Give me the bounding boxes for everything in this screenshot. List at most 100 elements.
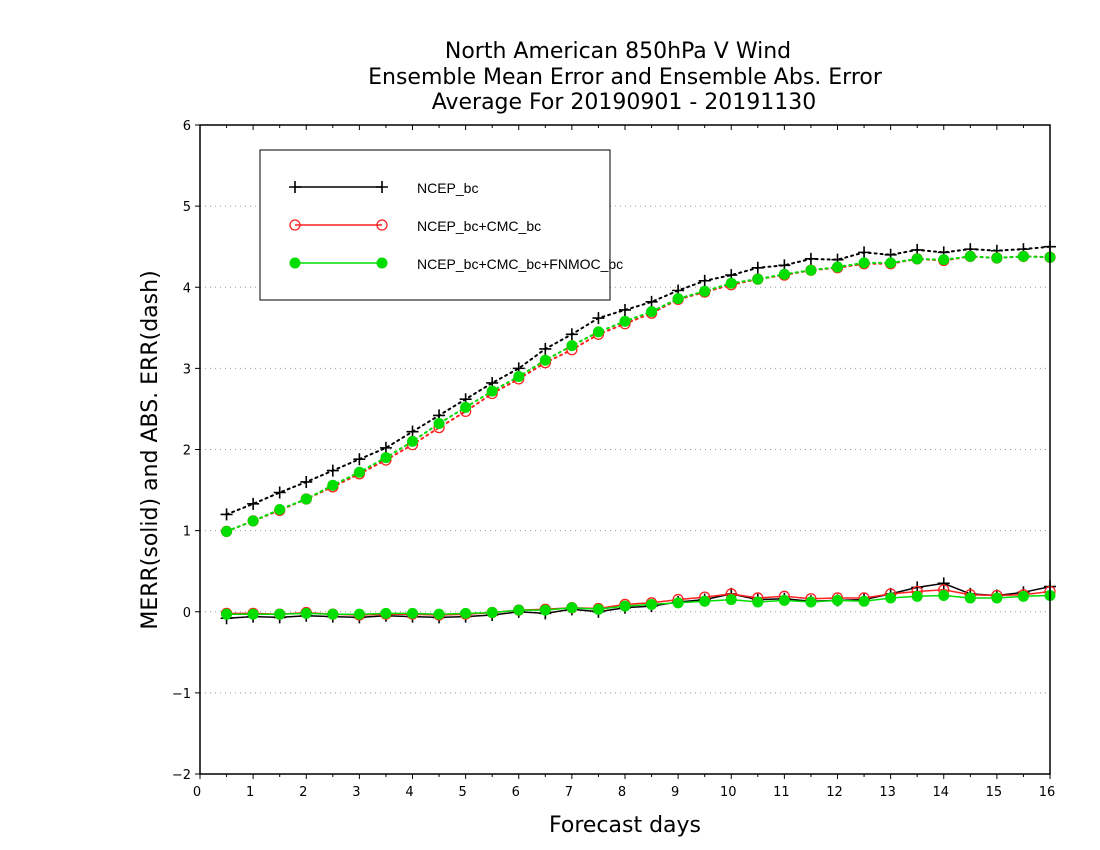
legend-marker xyxy=(289,181,301,193)
series-ncep-bc-cmc-bc-fnmoc-bc-abs-error-point xyxy=(672,293,684,305)
chart-title-line-3: Average For 20190901 - 20191130 xyxy=(432,90,817,115)
series-ncep-bc-cmc-bc-fnmoc-bc-abs-error-point xyxy=(327,479,339,491)
chart-title-line-1: North American 850hPa V Wind xyxy=(445,39,791,64)
x-tick-label: 11 xyxy=(773,785,790,800)
legend-label: NCEP_bc+CMC_bc+FNMOC_bc xyxy=(417,256,623,272)
x-tick-label: 2 xyxy=(299,785,307,800)
legend-marker xyxy=(289,257,301,269)
legend: NCEP_bc NCEP_bc+CMC_bc NCEP_bc+CMC_bc+FNMO… xyxy=(259,149,623,301)
series-ncep-bc-cmc-bc-fnmoc-bc-mean-error-point xyxy=(1017,590,1029,602)
y-tick-label: −2 xyxy=(172,768,191,783)
legend-label: NCEP_bc xyxy=(417,180,478,196)
series-ncep-bc-abs-error-point xyxy=(539,342,552,355)
x-tick-label: 8 xyxy=(618,785,626,800)
series-ncep-bc-cmc-bc-fnmoc-bc-abs-error-point xyxy=(885,257,897,269)
series-ncep-bc-cmc-bc-fnmoc-bc-mean-error-point xyxy=(858,595,870,607)
x-tick-label: 4 xyxy=(405,785,413,800)
series-ncep-bc-cmc-bc-fnmoc-bc-abs-error-point xyxy=(539,354,551,366)
series-ncep-bc-cmc-bc-fnmoc-bc-abs-error-point xyxy=(221,525,233,537)
y-axis-label: MERR(solid) and ABS. ERR(dash) xyxy=(138,270,163,629)
plot-series xyxy=(220,240,1056,625)
legend-marker xyxy=(376,257,388,269)
x-axis-label: Forecast days xyxy=(549,813,701,838)
series-ncep-bc-cmc-bc-fnmoc-bc-abs-error-point xyxy=(699,285,711,297)
series-ncep-bc-cmc-bc-fnmoc-bc-abs-error-point xyxy=(486,385,498,397)
series-ncep-bc-mean-error-point xyxy=(937,577,950,590)
x-tick-label: 15 xyxy=(986,785,1003,800)
series-ncep-bc-cmc-bc-fnmoc-bc-mean-error-point xyxy=(539,604,551,616)
series-ncep-bc-cmc-bc-fnmoc-bc-mean-error-point xyxy=(991,592,1003,604)
series-ncep-bc-cmc-bc-fnmoc-bc-abs-error-point xyxy=(964,250,976,262)
series-ncep-bc-cmc-bc-fnmoc-bc-mean-error-point xyxy=(646,598,658,610)
series-ncep-bc-cmc-bc-fnmoc-bc-mean-error-point xyxy=(672,597,684,609)
series-ncep-bc-cmc-bc-fnmoc-bc-mean-error-point xyxy=(486,607,498,619)
legend-marker xyxy=(376,181,388,193)
series-ncep-bc-abs-error-point xyxy=(645,295,658,308)
series-ncep-bc-cmc-bc-fnmoc-bc-mean-error-point xyxy=(221,608,233,620)
series-ncep-bc-cmc-bc-fnmoc-bc-mean-error-point xyxy=(832,594,843,606)
x-tick-label: 9 xyxy=(671,785,679,800)
series-ncep-bc-cmc-bc-fnmoc-bc-abs-error-point xyxy=(991,252,1003,264)
x-tick-label: 0 xyxy=(193,785,201,800)
series-ncep-bc-cmc-bc-fnmoc-bc-mean-error-point xyxy=(407,607,418,619)
series-ncep-bc-cmc-bc-fnmoc-bc-abs-error-point xyxy=(938,254,950,266)
series-ncep-bc-cmc-bc-fnmoc-bc-abs-error-point xyxy=(619,315,631,327)
x-tick-label: 13 xyxy=(879,785,896,800)
series-ncep-bc-cmc-bc-fnmoc-bc-abs-error-point xyxy=(592,326,604,338)
series-ncep-bc-cmc-bc-fnmoc-bc-abs-error-point xyxy=(433,418,445,430)
x-tick-label: 5 xyxy=(458,785,466,800)
series-ncep-bc-cmc-bc-fnmoc-bc-mean-error-point xyxy=(327,608,339,620)
series-ncep-bc-abs-error-point xyxy=(406,425,419,438)
legend-marker xyxy=(376,219,388,231)
y-tick-label: 5 xyxy=(183,200,191,215)
series-ncep-bc-cmc-bc-fnmoc-bc-mean-error-point xyxy=(566,602,578,614)
x-tick-label: 3 xyxy=(352,785,360,800)
series-ncep-bc-cmc-bc-fnmoc-bc-abs-error-point xyxy=(353,466,365,478)
series-ncep-bc-cmc-bc-fnmoc-bc-abs-error-point xyxy=(300,493,312,505)
y-tick-label: −1 xyxy=(172,687,191,702)
series-ncep-bc-cmc-bc-fnmoc-bc-abs-error-point xyxy=(646,306,658,318)
series-ncep-bc-cmc-bc-fnmoc-bc-mean-error-point xyxy=(778,594,790,606)
x-tick-label: 10 xyxy=(720,785,737,800)
series-ncep-bc-abs-error-point xyxy=(353,453,366,466)
series-ncep-bc-cmc-bc-fnmoc-bc-mean-error-point xyxy=(911,590,923,602)
series-ncep-bc-cmc-bc-fnmoc-bc-abs-error-point xyxy=(805,264,817,276)
series-ncep-bc-cmc-bc-fnmoc-bc-abs-error-point xyxy=(1017,250,1029,262)
series-ncep-bc-cmc-bc-fnmoc-bc-mean-error-point xyxy=(380,607,392,619)
series-ncep-bc-abs-error-point xyxy=(751,261,764,274)
x-tick-label: 12 xyxy=(826,785,843,800)
series-ncep-bc-cmc-bc-fnmoc-bc-abs-error-point xyxy=(566,340,578,352)
series-ncep-bc-abs-error-point xyxy=(273,486,286,499)
series-ncep-bc-cmc-bc-fnmoc-bc-abs-error-point xyxy=(778,268,790,280)
series-ncep-bc-cmc-bc-fnmoc-bc-mean-error-point xyxy=(353,608,365,620)
y-tick-label: 2 xyxy=(183,444,191,459)
series-ncep-bc-cmc-bc-fnmoc-bc-mean-error-point xyxy=(725,594,737,606)
series-ncep-bc-cmc-bc-fnmoc-bc-abs-error-point xyxy=(274,504,286,516)
series-ncep-bc-cmc-bc-fnmoc-bc-mean-error-point xyxy=(247,608,259,620)
y-tick-label: 4 xyxy=(183,281,191,296)
x-tick-label: 1 xyxy=(246,785,254,800)
series-ncep-bc-cmc-bc-fnmoc-bc-abs-error-point xyxy=(460,401,472,413)
series-ncep-bc-cmc-bc-fnmoc-bc-abs-error-point xyxy=(752,273,764,285)
series-ncep-bc-cmc-bc-fnmoc-bc-mean-error-point xyxy=(300,607,312,619)
x-tick-label: 7 xyxy=(565,785,573,800)
series-ncep-bc-mean-error-line xyxy=(226,582,1051,619)
y-tick-label: 1 xyxy=(183,525,191,540)
chart-title-line-2: Ensemble Mean Error and Ensemble Abs. Er… xyxy=(368,65,883,90)
x-tick-label: 14 xyxy=(932,785,949,800)
series-ncep-bc-abs-error-point xyxy=(804,252,817,265)
series-ncep-bc-abs-error-point xyxy=(858,246,871,259)
series-ncep-bc-cmc-bc-fnmoc-bc-mean-error-point xyxy=(513,604,525,616)
series-ncep-bc-abs-error-point xyxy=(565,328,578,341)
series-ncep-bc-cmc-bc-fnmoc-bc-mean-error-point xyxy=(752,596,764,608)
series-ncep-bc-cmc-bc-fnmoc-bc-mean-error-point xyxy=(460,607,472,619)
series-ncep-bc-abs-error-point xyxy=(619,303,631,316)
series-ncep-bc-cmc-bc-mean-error-line xyxy=(226,589,1051,616)
y-tick-label: 0 xyxy=(183,606,191,621)
legend-marker xyxy=(289,219,301,231)
series-ncep-bc-cmc-bc-fnmoc-bc-abs-error-point xyxy=(247,515,259,527)
y-tick-label: 6 xyxy=(183,119,191,134)
series-ncep-bc-cmc-bc-fnmoc-bc-abs-error-point xyxy=(407,435,418,447)
